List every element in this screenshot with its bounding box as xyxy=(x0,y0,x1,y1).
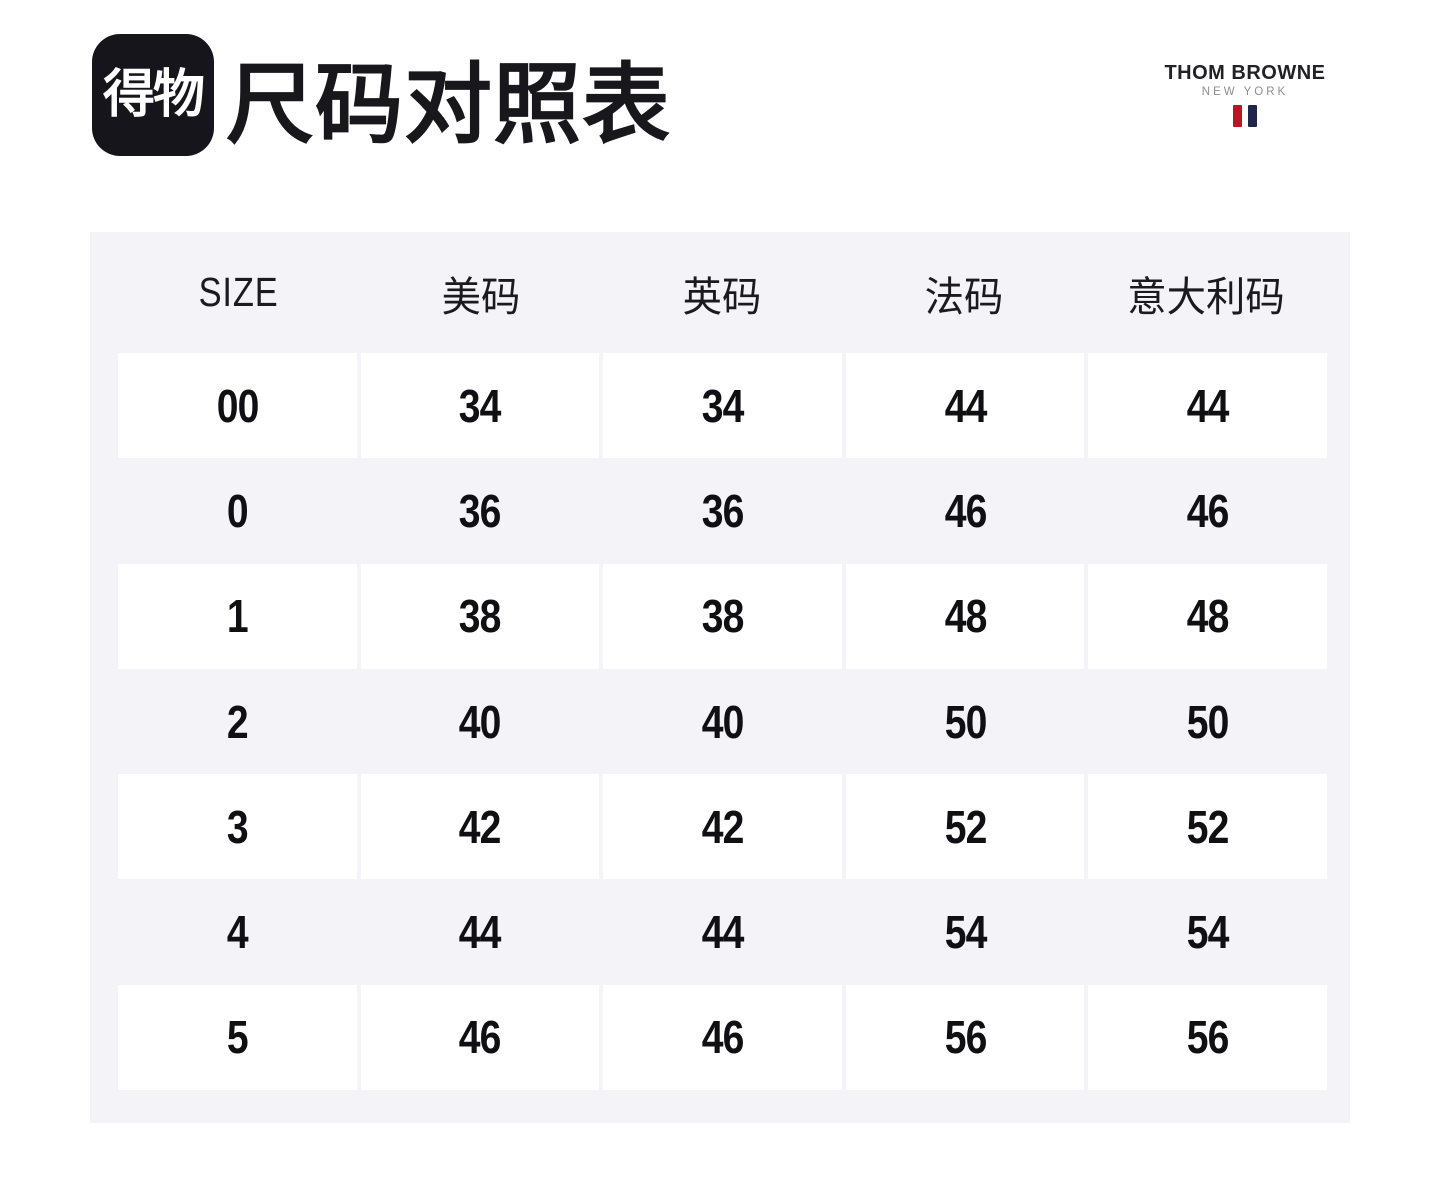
brand-subtitle: NEW YORK xyxy=(1201,86,1289,98)
table-cell: 46 xyxy=(1186,484,1230,537)
stripe-red-icon xyxy=(1233,105,1242,127)
table-cell: 00 xyxy=(118,353,357,459)
table-cell: 52 xyxy=(845,774,1085,880)
table-cell: 38 xyxy=(360,563,600,669)
table-cell: 42 xyxy=(603,774,842,880)
column-header-label: 意大利码 xyxy=(1127,273,1285,320)
table-row: 4 44 44 54 54 xyxy=(118,879,1327,984)
table-cell: 44 xyxy=(1088,353,1327,459)
brand-logo: THOM BROWNE NEW YORK xyxy=(1145,62,1345,127)
column-header-label: 英码 xyxy=(683,273,762,320)
table-cell: 56 xyxy=(845,984,1085,1091)
table-cell: 48 xyxy=(1088,563,1327,669)
table-cell: 46 xyxy=(360,984,600,1091)
column-header-label: 美码 xyxy=(441,273,521,320)
table-cell: 54 xyxy=(944,906,987,959)
column-header-uk: 英码 xyxy=(602,232,844,353)
table-cell: 54 xyxy=(1186,906,1230,959)
table-cell: 44 xyxy=(458,906,502,959)
table-cell: 3 xyxy=(118,774,357,880)
column-header-us: 美码 xyxy=(360,232,602,353)
table-cell: 4 xyxy=(226,906,249,959)
column-header-fr: 法码 xyxy=(843,232,1085,353)
size-conversion-table: SIZE 美码 英码 法码 意大利码 00 34 34 44 44 xyxy=(90,232,1350,1123)
table-cell: 50 xyxy=(1186,695,1230,748)
table-cell: 48 xyxy=(845,563,1085,669)
table-cell: 46 xyxy=(944,484,987,537)
dewu-logo: 得物 xyxy=(92,34,214,156)
table-row: 0 36 36 46 46 xyxy=(118,458,1327,563)
table-row: 1 38 38 48 48 xyxy=(118,563,1327,669)
brand-name: THOM BROWNE xyxy=(1164,62,1326,84)
table-cell: 36 xyxy=(458,484,502,537)
column-header-it: 意大利码 xyxy=(1085,232,1327,353)
table-cell: 42 xyxy=(360,774,600,880)
table-row: 2 40 40 50 50 xyxy=(118,669,1327,774)
table-cell: 0 xyxy=(226,484,249,537)
column-header-size: SIZE xyxy=(118,232,360,353)
table-body: 00 34 34 44 44 0 36 36 46 46 1 38 38 48 … xyxy=(118,353,1327,1091)
table-cell: 46 xyxy=(603,984,842,1091)
table-cell: 36 xyxy=(701,484,745,537)
table-cell: 1 xyxy=(118,563,357,669)
table-cell: 52 xyxy=(1088,774,1327,880)
dewu-logo-text: 得物 xyxy=(102,66,205,124)
table-cell: 44 xyxy=(845,353,1085,459)
column-header-label: SIZE xyxy=(198,269,279,315)
column-header-label: 法码 xyxy=(924,273,1004,320)
table-cell: 40 xyxy=(701,695,745,748)
table-cell: 2 xyxy=(226,695,249,748)
table-cell: 34 xyxy=(360,353,600,459)
table-cell: 56 xyxy=(1088,984,1327,1091)
stripe-navy-icon xyxy=(1248,105,1257,127)
table-cell: 50 xyxy=(944,695,987,748)
table-row: 3 42 42 52 52 xyxy=(118,774,1327,880)
table-cell: 38 xyxy=(603,563,842,669)
brand-stripes-icon xyxy=(1233,105,1257,127)
page-title: 尺码对照表 xyxy=(226,54,672,154)
table-row: 5 46 46 56 56 xyxy=(118,984,1327,1091)
table-header-row: SIZE 美码 英码 法码 意大利码 xyxy=(118,232,1327,353)
table-cell: 34 xyxy=(603,353,842,459)
table-cell: 5 xyxy=(118,984,357,1091)
table-row: 00 34 34 44 44 xyxy=(118,353,1327,459)
table-cell: 44 xyxy=(701,906,745,959)
table-cell: 40 xyxy=(458,695,502,748)
